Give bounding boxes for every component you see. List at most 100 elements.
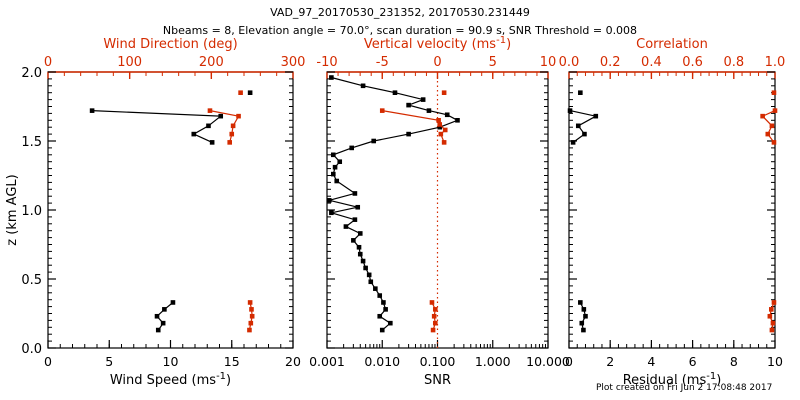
data-point-residual [583, 313, 588, 319]
y-axis-tick-label: 1.5 [21, 135, 42, 150]
data-point-snr [377, 313, 383, 319]
top-axis-tick-label: -10 [316, 55, 337, 70]
data-point-snr [337, 159, 343, 164]
data-point-wind-speed [162, 307, 167, 312]
top-axis-tick-label: 5 [489, 55, 497, 70]
top-axis-tick-label: -5 [376, 55, 389, 70]
data-point-snr [444, 112, 450, 118]
data-point-correlation [769, 327, 775, 333]
top-axis-tick-label: 0.8 [723, 55, 744, 70]
y-axis-tick-label: 0.0 [21, 342, 42, 357]
data-point-wind-speed [191, 131, 197, 137]
top-axis-tick-label: 0 [433, 55, 441, 70]
data-point-correlation [767, 313, 773, 319]
x-axis-title-middle: SNR [424, 373, 451, 388]
data-point-wind-direction [247, 327, 252, 333]
data-point-residual [593, 113, 599, 119]
top-axis-tick-label: 100 [117, 55, 142, 70]
top-axis-tick-label: 0.0 [559, 55, 580, 70]
data-point-vertical-velocity [436, 118, 441, 123]
data-point-correlation [765, 131, 771, 137]
x-axis-tick-label: 0 [44, 354, 52, 369]
data-point-snr [381, 300, 386, 305]
x-axis-tick-label: 2 [606, 354, 614, 369]
data-point-vertical-velocity [437, 122, 443, 127]
data-point-snr [406, 131, 411, 137]
top-axis-tick-label: 1.0 [765, 55, 786, 70]
data-point-wind-direction [249, 313, 255, 319]
x-axis-tick-label: 0.010 [364, 354, 400, 369]
y-axis-tick-label: 2.0 [21, 66, 42, 81]
data-point-residual [567, 108, 573, 113]
x-axis-tick-label: 0.001 [309, 354, 345, 369]
x-axis-tick-label: 4 [647, 354, 655, 369]
data-point-vertical-velocity [429, 300, 435, 305]
top-axis-tick-label: 0 [44, 55, 52, 70]
data-point-snr [357, 231, 363, 236]
data-point-vertical-velocity [379, 108, 385, 113]
data-point-correlation [768, 307, 774, 312]
data-point-wind-speed [170, 300, 176, 305]
series-line-snr [329, 76, 459, 331]
panel-frame-left [47, 71, 294, 349]
data-point-residual [578, 300, 583, 305]
data-point-correlation [770, 320, 776, 326]
data-point-snr [377, 293, 383, 298]
top-axis-tick-label: 0.4 [641, 55, 662, 70]
data-point-wind-direction [227, 140, 233, 145]
x-axis-title-left: Wind Speed (ms-1) [110, 371, 231, 388]
data-point-vertical-velocity [430, 327, 436, 333]
panel-frame-right [568, 71, 776, 349]
figure-title: VAD_97_20170530_231352, 20170530.231449 [270, 6, 530, 19]
data-point-wind-speed [218, 113, 224, 119]
data-point-vertical-velocity [441, 90, 447, 95]
data-point-correlation [771, 140, 777, 145]
data-point-vertical-velocity [441, 140, 447, 145]
data-point-wind-direction [247, 300, 253, 305]
top-axis-title-middle: Vertical velocity (ms-1) [364, 35, 511, 52]
data-point-wind-speed [206, 123, 211, 129]
data-point-snr [330, 171, 336, 177]
data-point-wind-speed [160, 320, 166, 326]
data-point-snr [360, 258, 366, 264]
data-point-snr [356, 244, 362, 250]
data-point-snr [363, 265, 368, 271]
x-axis-tick-label: 0 [565, 354, 573, 369]
data-point-vertical-velocity [432, 307, 438, 312]
top-axis-tick-label: 200 [199, 55, 224, 70]
data-point-snr [383, 307, 388, 312]
data-point-wind-direction [207, 108, 213, 113]
figure-subtitle: Nbeams = 8, Elevation angle = 70.0°, sca… [162, 24, 638, 37]
x-axis-tick-label: 10 [163, 354, 179, 369]
data-point-correlation [771, 300, 777, 305]
data-point-snr [352, 217, 358, 222]
y-axis-tick-label: 1.0 [21, 204, 42, 219]
data-point-snr [360, 83, 366, 89]
data-point-snr [329, 210, 334, 216]
top-axis-tick-label: 300 [281, 55, 306, 70]
data-point-snr [355, 204, 361, 210]
data-point-snr [352, 191, 358, 196]
data-point-snr [388, 320, 393, 326]
x-axis-tick-label: 8 [730, 354, 738, 369]
series-line-wind-speed [156, 302, 174, 331]
x-axis-tick-label: 0.100 [420, 354, 456, 369]
data-point-wind-speed [155, 327, 161, 333]
data-point-correlation [760, 113, 765, 119]
data-point-vertical-velocity [438, 131, 444, 137]
data-point-wind-direction [236, 113, 241, 119]
data-point-snr [371, 138, 376, 144]
data-point-snr [326, 198, 332, 203]
x-axis-tick-label: 5 [105, 354, 113, 369]
data-point-snr [329, 75, 334, 80]
data-point-snr [406, 102, 411, 108]
series-line-wind-speed [92, 110, 223, 143]
x-axis-tick-label: 20 [285, 354, 301, 369]
x-axis-tick-label: 10.000 [526, 354, 570, 369]
top-axis-title-right: Correlation [636, 37, 708, 52]
data-point-residual [570, 140, 576, 145]
data-point-wind-speed [89, 108, 95, 113]
data-point-residual [581, 307, 587, 312]
